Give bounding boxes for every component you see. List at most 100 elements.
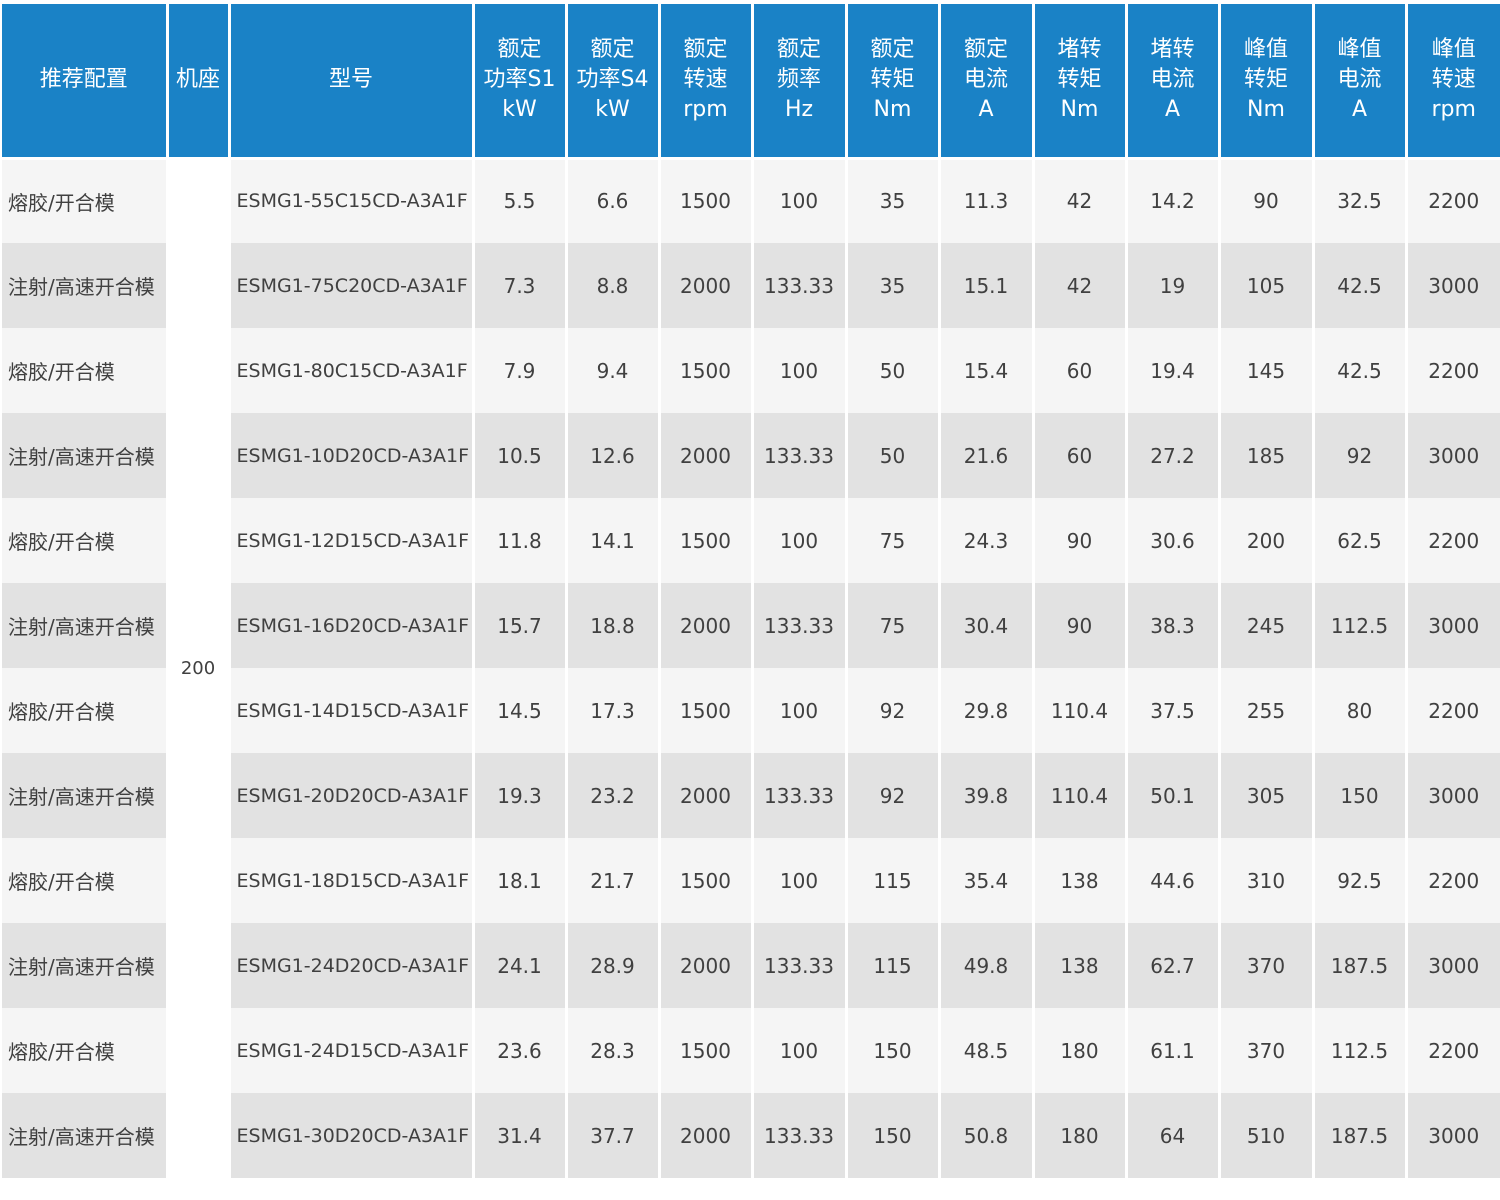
cell-peak-current: 80	[1313, 668, 1408, 753]
cell-peak-torque: 305	[1219, 753, 1315, 838]
cell-stall-current: 64	[1126, 1093, 1221, 1178]
cell-rated-current: 24.3	[939, 498, 1035, 583]
cell-stall-torque: 90	[1033, 583, 1128, 668]
cell-rated-current: 21.6	[939, 413, 1035, 498]
cell-rated-speed: 2000	[659, 753, 754, 838]
table-row: 熔胶/开合模 ESMG1-12D15CD-A3A1F 11.8 14.1 1500 100…	[2, 498, 1500, 583]
cell-peak-speed: 2200	[1406, 328, 1500, 413]
cell-model: ESMG1-75C20CD-A3A1F	[229, 243, 475, 328]
column-header-rated-power-s4: 额定 功率S4 kW	[566, 4, 661, 160]
cell-peak-current: 92.5	[1313, 838, 1408, 923]
cell-peak-speed: 3000	[1406, 753, 1500, 838]
cell-rated-frequency: 100	[752, 668, 848, 753]
cell-peak-current: 42.5	[1313, 243, 1408, 328]
cell-stall-torque: 138	[1033, 838, 1128, 923]
cell-peak-torque: 255	[1219, 668, 1315, 753]
cell-config: 熔胶/开合模	[2, 158, 169, 243]
column-header-stall-current: 堵转 电流 A	[1126, 4, 1221, 160]
cell-stall-torque: 60	[1033, 328, 1128, 413]
cell-peak-torque: 145	[1219, 328, 1315, 413]
cell-peak-speed: 2200	[1406, 668, 1500, 753]
cell-stall-torque: 138	[1033, 923, 1128, 1008]
cell-config: 熔胶/开合模	[2, 328, 169, 413]
cell-model: ESMG1-24D20CD-A3A1F	[229, 923, 475, 1008]
cell-rated-speed: 1500	[659, 158, 754, 243]
cell-rated-speed: 2000	[659, 583, 754, 668]
cell-rated-frequency: 100	[752, 1008, 848, 1093]
column-header-peak-torque: 峰值 转矩 Nm	[1219, 4, 1315, 160]
cell-peak-current: 62.5	[1313, 498, 1408, 583]
cell-stall-torque: 110.4	[1033, 753, 1128, 838]
cell-stall-current: 62.7	[1126, 923, 1221, 1008]
cell-rated-power-s4: 9.4	[566, 328, 661, 413]
cell-rated-power-s4: 6.6	[566, 158, 661, 243]
cell-config: 注射/高速开合模	[2, 583, 169, 668]
cell-rated-speed: 2000	[659, 1093, 754, 1178]
cell-peak-speed: 3000	[1406, 923, 1500, 1008]
table-row: 熔胶/开合模 ESMG1-14D15CD-A3A1F 14.5 17.3 1500 100…	[2, 668, 1500, 753]
cell-config: 注射/高速开合模	[2, 753, 169, 838]
cell-peak-current: 112.5	[1313, 583, 1408, 668]
cell-rated-power-s4: 17.3	[566, 668, 661, 753]
cell-rated-power-s1: 7.9	[473, 328, 568, 413]
cell-rated-power-s4: 14.1	[566, 498, 661, 583]
cell-peak-torque: 90	[1219, 158, 1315, 243]
table-row: 熔胶/开合模 200 ESMG1-55C15CD-A3A1F 5.5 6.6 1500 10…	[2, 158, 1500, 1178]
cell-stall-current: 44.6	[1126, 838, 1221, 923]
cell-peak-torque: 185	[1219, 413, 1315, 498]
table-row: 注射/高速开合模 ESMG1-30D20CD-A3A1F 31.4 37.7 2000 1…	[2, 1093, 1500, 1178]
cell-rated-frequency: 100	[752, 498, 848, 583]
table-row: 熔胶/开合模 ESMG1-24D15CD-A3A1F 23.6 28.3 1500 100…	[2, 1008, 1500, 1093]
table-row: 注射/高速开合模 ESMG1-75C20CD-A3A1F 7.3 8.8 2000 133…	[2, 243, 1500, 328]
table-row: 注射/高速开合模 ESMG1-16D20CD-A3A1F 15.7 18.8 2000 1…	[2, 583, 1500, 668]
cell-rated-speed: 2000	[659, 413, 754, 498]
cell-rated-torque: 50	[846, 328, 941, 413]
cell-model: ESMG1-10D20CD-A3A1F	[229, 413, 475, 498]
cell-peak-current: 187.5	[1313, 1093, 1408, 1178]
cell-rated-frequency: 133.33	[752, 413, 848, 498]
cell-rated-current: 39.8	[939, 753, 1035, 838]
cell-rated-frequency: 133.33	[752, 753, 848, 838]
cell-stall-torque: 60	[1033, 413, 1128, 498]
cell-rated-power-s4: 28.9	[566, 923, 661, 1008]
cell-rated-power-s4: 37.7	[566, 1093, 661, 1178]
cell-rated-frequency: 133.33	[752, 1093, 848, 1178]
cell-stall-current: 61.1	[1126, 1008, 1221, 1093]
cell-rated-power-s4: 21.7	[566, 838, 661, 923]
cell-rated-power-s4: 8.8	[566, 243, 661, 328]
column-header-rated-frequency: 额定 频率 Hz	[752, 4, 848, 160]
cell-config: 注射/高速开合模	[2, 923, 169, 1008]
cell-stall-torque: 180	[1033, 1093, 1128, 1178]
cell-model: ESMG1-12D15CD-A3A1F	[229, 498, 475, 583]
cell-rated-current: 15.1	[939, 243, 1035, 328]
cell-config: 熔胶/开合模	[2, 1008, 169, 1093]
cell-rated-current: 48.5	[939, 1008, 1035, 1093]
cell-peak-torque: 310	[1219, 838, 1315, 923]
cell-rated-power-s1: 19.3	[473, 753, 568, 838]
cell-peak-torque: 200	[1219, 498, 1315, 583]
cell-rated-torque: 92	[846, 753, 941, 838]
cell-peak-speed: 3000	[1406, 413, 1500, 498]
cell-stall-torque: 110.4	[1033, 668, 1128, 753]
cell-rated-speed: 1500	[659, 328, 754, 413]
table-row: 注射/高速开合模 ESMG1-20D20CD-A3A1F 19.3 23.2 2000 1…	[2, 753, 1500, 838]
cell-peak-torque: 105	[1219, 243, 1315, 328]
cell-rated-power-s1: 5.5	[473, 158, 568, 243]
cell-peak-torque: 370	[1219, 923, 1315, 1008]
cell-stall-current: 50.1	[1126, 753, 1221, 838]
cell-rated-power-s1: 18.1	[473, 838, 568, 923]
cell-stall-current: 14.2	[1126, 158, 1221, 243]
table-header-row: 推荐配置 机座 型号 额定 功率S1 kW 额定 功率S4 kW 额定 转速 rpm 额定 …	[2, 4, 1500, 160]
cell-stall-torque: 42	[1033, 243, 1128, 328]
cell-rated-torque: 35	[846, 158, 941, 243]
cell-rated-torque: 50	[846, 413, 941, 498]
cell-model: ESMG1-18D15CD-A3A1F	[229, 838, 475, 923]
cell-rated-power-s1: 24.1	[473, 923, 568, 1008]
cell-config: 注射/高速开合模	[2, 243, 169, 328]
cell-config: 熔胶/开合模	[2, 668, 169, 753]
table-body: 熔胶/开合模 200 ESMG1-55C15CD-A3A1F 5.5 6.6 1500 10…	[2, 158, 1500, 1178]
cell-rated-frequency: 100	[752, 838, 848, 923]
cell-rated-frequency: 133.33	[752, 583, 848, 668]
cell-config: 注射/高速开合模	[2, 413, 169, 498]
cell-rated-speed: 1500	[659, 498, 754, 583]
